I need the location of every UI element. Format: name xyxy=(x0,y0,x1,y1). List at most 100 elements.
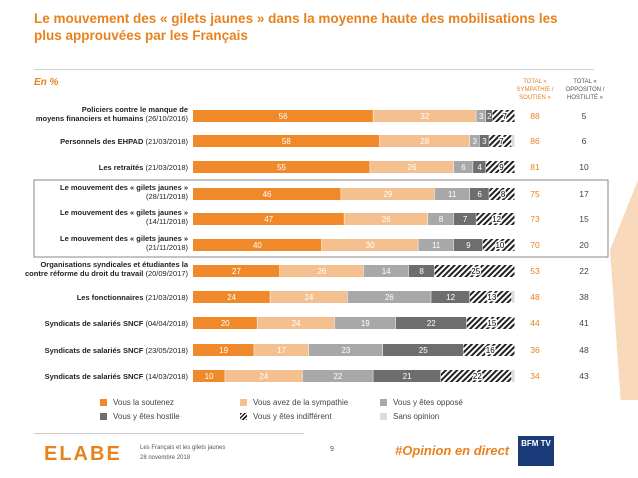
data-label-hostile: 21 xyxy=(403,372,412,381)
category-label: Syndicats de salariés SNCF (23/05/2018) xyxy=(45,346,189,355)
bar-sympathie xyxy=(279,265,364,277)
data-label-oppose: 11 xyxy=(432,241,441,250)
total-opposition-value: 48 xyxy=(579,345,589,355)
bar-hostile xyxy=(469,188,489,200)
legend-swatch-sympathie xyxy=(240,399,247,406)
elabe-logo: ELABE xyxy=(44,443,122,465)
bar-oppose xyxy=(418,239,454,251)
data-label-hostile: 6 xyxy=(477,190,482,199)
bar-hostile xyxy=(395,317,467,329)
data-label-indifferent: 12 xyxy=(492,215,501,224)
total-sympathie-value: 36 xyxy=(530,345,540,355)
bar-indifferent xyxy=(486,161,515,173)
data-label-sympathie: 30 xyxy=(366,241,375,250)
data-label-sympathie: 24 xyxy=(292,319,301,328)
bar-soutien xyxy=(193,213,344,225)
data-label-sympathie: 26 xyxy=(317,267,326,276)
total-opposition-value: 15 xyxy=(579,214,589,224)
legend-item-sympathie: Vous avez de la sympathie xyxy=(240,398,348,407)
category-label: Le mouvement des « gilets jaunes » (28/11… xyxy=(60,183,188,201)
bar-sans_opinion xyxy=(511,135,515,147)
col-header-total-sympathie: TOTAL « SYMPATHIE / SOUTIEN » xyxy=(516,79,554,101)
data-label-soutien: 20 xyxy=(221,319,230,328)
total-opposition-value: 5 xyxy=(582,111,587,121)
data-label-indifferent: 10 xyxy=(495,241,504,250)
legend-label-sans-opinion: Sans opinion xyxy=(393,412,440,421)
bar-oppose xyxy=(434,188,470,200)
bar-sympathie xyxy=(370,161,454,173)
data-label-oppose: 26 xyxy=(385,293,394,302)
category-label: Syndicats de salariés SNCF (14/03/2018) xyxy=(45,372,189,381)
bar-soutien xyxy=(193,110,373,122)
legend-item-hostile: Vous y êtes hostile xyxy=(100,412,180,421)
data-label-oppose: 19 xyxy=(361,319,370,328)
bar-indifferent xyxy=(463,344,515,356)
data-label-hostile: 7 xyxy=(463,215,468,224)
highlight-box-gilets-jaunes xyxy=(33,179,609,258)
total-opposition-value: 41 xyxy=(579,318,589,328)
bar-hostile xyxy=(453,239,483,251)
title-divider xyxy=(34,69,594,70)
data-label-soutien: 24 xyxy=(227,293,236,302)
legend-item-oppose: Vous y êtes opposé xyxy=(380,398,463,407)
bar-soutien xyxy=(193,265,280,277)
hashtag: #Opinion en direct xyxy=(395,443,510,458)
bar-oppose xyxy=(476,110,486,122)
legend-swatch-sans-opinion xyxy=(380,413,387,420)
bar-oppose xyxy=(308,344,383,356)
data-label-oppose: 22 xyxy=(333,372,342,381)
bar-hostile xyxy=(431,291,470,303)
bar-indifferent xyxy=(489,135,512,147)
data-label-hostile: 3 xyxy=(482,137,487,146)
bar-indifferent xyxy=(476,213,515,225)
data-label-hostile: 2 xyxy=(487,112,492,121)
total-opposition-value: 22 xyxy=(579,266,589,276)
data-label-sympathie: 26 xyxy=(408,163,417,172)
total-opposition-value: 6 xyxy=(582,136,587,146)
data-label-indifferent: 7 xyxy=(499,137,504,146)
data-label-soutien: 19 xyxy=(219,346,228,355)
footer-date: 28 novembre 2018 xyxy=(140,455,191,461)
bar-soutien xyxy=(193,344,254,356)
stacked-bar-chart: Policiers contre le manque de moyens fina… xyxy=(25,105,638,400)
data-label-indifferent: 8 xyxy=(501,190,506,199)
total-sympathie-value: 53 xyxy=(530,266,540,276)
data-label-sympathie: 28 xyxy=(420,137,429,146)
bar-oppose xyxy=(453,161,473,173)
bfm-tv-logo: BFM TV xyxy=(518,436,554,466)
bar-oppose xyxy=(428,213,454,225)
total-sympathie-value: 75 xyxy=(530,189,540,199)
data-label-soutien: 27 xyxy=(232,267,241,276)
bar-indifferent xyxy=(482,239,515,251)
legend-item-sans-opinion: Sans opinion xyxy=(380,412,439,421)
data-label-hostile: 22 xyxy=(427,319,436,328)
data-label-hostile: 4 xyxy=(477,163,482,172)
data-label-soutien: 47 xyxy=(264,215,273,224)
data-label-soutien: 40 xyxy=(253,241,262,250)
data-label-soutien: 10 xyxy=(205,372,214,381)
bar-hostile xyxy=(479,135,489,147)
bar-indifferent xyxy=(434,265,515,277)
data-label-sympathie: 26 xyxy=(382,215,391,224)
bar-oppose xyxy=(302,370,373,382)
category-label: Le mouvement des « gilets jaunes » (21/11… xyxy=(60,234,188,252)
bar-sympathie xyxy=(254,344,309,356)
bar-sympathie xyxy=(344,213,428,225)
total-sympathie-value: 81 xyxy=(530,162,540,172)
data-label-indifferent: 13 xyxy=(487,293,496,302)
data-label-sympathie: 24 xyxy=(304,293,313,302)
bar-sympathie xyxy=(270,291,348,303)
data-label-indifferent: 25 xyxy=(471,267,480,276)
bar-hostile xyxy=(486,110,492,122)
total-opposition-value: 10 xyxy=(579,162,589,172)
data-label-oppose: 3 xyxy=(473,137,478,146)
bar-soutien xyxy=(193,135,380,147)
category-label: Les retraités (21/03/2018) xyxy=(99,163,189,172)
page-number: 9 xyxy=(330,446,334,453)
data-label-soutien: 58 xyxy=(282,137,291,146)
data-label-soutien: 46 xyxy=(263,190,272,199)
legend-swatch-soutien xyxy=(100,399,107,406)
category-label: Syndicats de salariés SNCF (04/04/2018) xyxy=(45,319,189,328)
bar-indifferent xyxy=(466,317,515,329)
total-opposition-value: 38 xyxy=(579,292,589,302)
